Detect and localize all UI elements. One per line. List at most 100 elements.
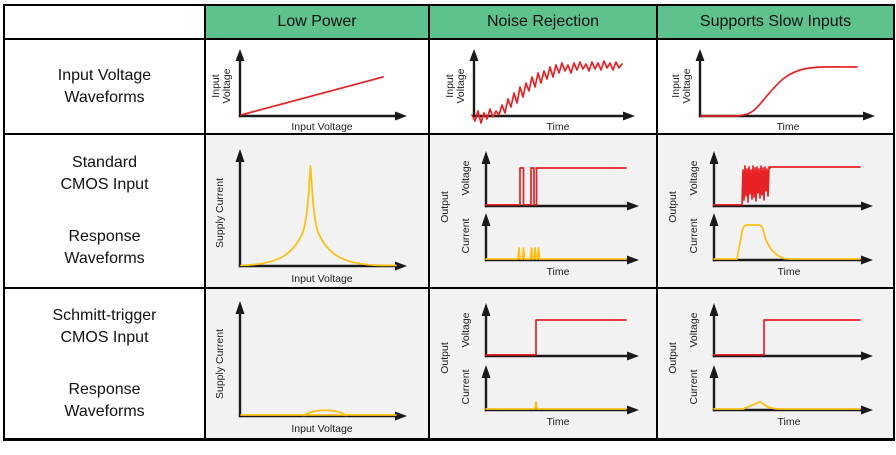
column-header-supports-slow-inputs: Supports Slow Inputs (658, 6, 893, 40)
y-axis-label: Voltage (455, 68, 467, 103)
y-axis-arrow-icon (481, 365, 491, 378)
y-axis-label: Output (439, 342, 451, 374)
x-axis-arrow-icon (623, 111, 635, 121)
y-axis-label: Supply Current (214, 178, 226, 248)
supply-current-spike-waveform (240, 165, 397, 267)
x-axis-arrow-icon (863, 111, 875, 121)
y-axis-label: Voltage (460, 312, 472, 347)
x-axis-label: Time (777, 121, 800, 133)
y-axis-label: Voltage (221, 68, 233, 103)
row-label-line: Waveforms (64, 402, 145, 420)
row-label-line: CMOS Input (60, 328, 149, 346)
plot-input-voltage-slow-inputs: Input Voltage Time (658, 40, 893, 135)
y-axis-label: Current (688, 369, 700, 404)
row-label-standard-cmos: Standard CMOS Input Response Waveforms (5, 135, 206, 289)
x-axis-label: Time (778, 266, 801, 278)
plot-svg-ramp: Input Voltage Input Voltage (210, 49, 407, 133)
x-axis-arrow-icon (861, 201, 873, 211)
plot-input-voltage-low-power: Input Voltage Input Voltage (206, 40, 430, 135)
output-current-waveform (485, 247, 627, 260)
plot-svg-clean-step-slow: Output Voltage Current Time (667, 303, 873, 428)
column-header-label: Noise Rejection (486, 13, 600, 30)
plot-svg-noisy-rise: Input Voltage Time (444, 49, 635, 133)
row-label-line: Waveforms (64, 250, 145, 267)
plot-standard-slow-inputs: Output Voltage Current Time (658, 135, 893, 289)
x-axis-arrow-icon (627, 405, 639, 415)
y-axis-label: Input (444, 74, 456, 97)
column-header-low-power: Low Power (206, 6, 430, 40)
y-axis-arrow-icon (469, 49, 479, 61)
x-axis-label: Time (547, 121, 570, 133)
plot-schmitt-slow-inputs: Output Voltage Current Time (658, 289, 893, 438)
row-label-line: Response (68, 380, 141, 398)
y-axis-label: Output (667, 342, 679, 374)
y-axis-arrow-icon (235, 301, 245, 314)
y-axis-label: Voltage (681, 68, 693, 103)
x-axis-arrow-icon (395, 411, 407, 421)
output-current-spike-waveform (485, 401, 627, 410)
row-label-schmitt-trigger: Schmitt-trigger CMOS Input Response Wave… (5, 289, 206, 438)
x-axis-label: Time (778, 416, 801, 428)
x-axis-arrow-icon (395, 261, 407, 271)
plot-input-voltage-noise-rejection: Input Voltage Time (430, 40, 658, 135)
output-voltage-waveform (713, 165, 861, 206)
y-axis-label: Current (688, 218, 700, 253)
plot-standard-low-power: Supply Current Input Voltage (206, 135, 430, 289)
y-axis-arrow-icon (235, 49, 245, 61)
y-axis-label: Voltage (688, 160, 700, 195)
y-axis-arrow-icon (709, 151, 719, 164)
y-axis-arrow-icon (695, 49, 705, 61)
plot-svg-clean-step: Output Voltage Current Time (439, 303, 639, 428)
plot-standard-noise-rejection: Output Voltage Current Time (430, 135, 658, 289)
y-axis-label: Voltage (460, 160, 472, 195)
y-axis-arrow-icon (481, 213, 491, 226)
y-axis-label: Supply Current (214, 329, 226, 399)
x-axis-label: Time (547, 266, 570, 278)
row-label-line: CMOS Input (60, 176, 149, 193)
row-label-line: Waveforms (64, 88, 145, 106)
x-axis-label: Input Voltage (291, 273, 352, 285)
output-voltage-waveform (485, 167, 627, 206)
noise-waveform (471, 60, 623, 124)
plot-svg-flat-current: Supply Current Input Voltage (214, 301, 407, 435)
header-corner-cell (5, 6, 206, 40)
y-axis-label: Output (439, 191, 451, 223)
ramp-waveform (240, 76, 384, 116)
plot-schmitt-noise-rejection: Output Voltage Current Time (430, 289, 658, 438)
row-label-line: Response (68, 228, 141, 245)
output-current-waveform (713, 224, 861, 260)
y-axis-arrow-icon (709, 365, 719, 378)
y-axis-label: Output (667, 191, 679, 223)
y-axis-arrow-icon (481, 151, 491, 164)
row-label-line: Schmitt-trigger (52, 306, 157, 324)
column-header-label: Supports Slow Inputs (699, 13, 852, 30)
y-axis-arrow-icon (235, 149, 245, 162)
plot-svg-current-spike: Supply Current Input Voltage (214, 149, 407, 285)
lens-bump-waveform (303, 409, 347, 417)
x-axis-arrow-icon (627, 351, 639, 361)
y-axis-label: Current (460, 218, 472, 253)
row-label-line: Standard (72, 154, 137, 171)
x-axis-arrow-icon (627, 255, 639, 265)
x-axis-label: Input Voltage (291, 121, 352, 133)
x-axis-label: Input Voltage (291, 423, 352, 435)
y-axis-label: Current (460, 369, 472, 404)
row-label-line: Input Voltage (57, 66, 152, 84)
column-header-noise-rejection: Noise Rejection (430, 6, 658, 40)
x-axis-label: Time (547, 416, 570, 428)
plot-svg-sigmoid: Input Voltage Time (670, 49, 875, 133)
plot-svg-glitch-pulses: Output Voltage Current Time (439, 151, 639, 278)
plot-svg-chatter: Output Voltage Current Time (667, 151, 873, 278)
x-axis-arrow-icon (861, 255, 873, 265)
output-voltage-step-waveform (485, 319, 627, 356)
plot-schmitt-low-power: Supply Current Input Voltage (206, 289, 430, 438)
comparison-table: Low Power Noise Rejection Supports Slow … (3, 4, 895, 441)
x-axis-arrow-icon (861, 405, 873, 415)
x-axis-arrow-icon (395, 111, 407, 121)
y-axis-label: Input (670, 74, 682, 97)
y-axis-arrow-icon (481, 303, 491, 316)
row-label-input-voltage-waveforms: Input Voltage Waveforms (5, 40, 206, 135)
sigmoid-waveform (700, 65, 858, 117)
y-axis-arrow-icon (709, 303, 719, 316)
x-axis-arrow-icon (861, 351, 873, 361)
